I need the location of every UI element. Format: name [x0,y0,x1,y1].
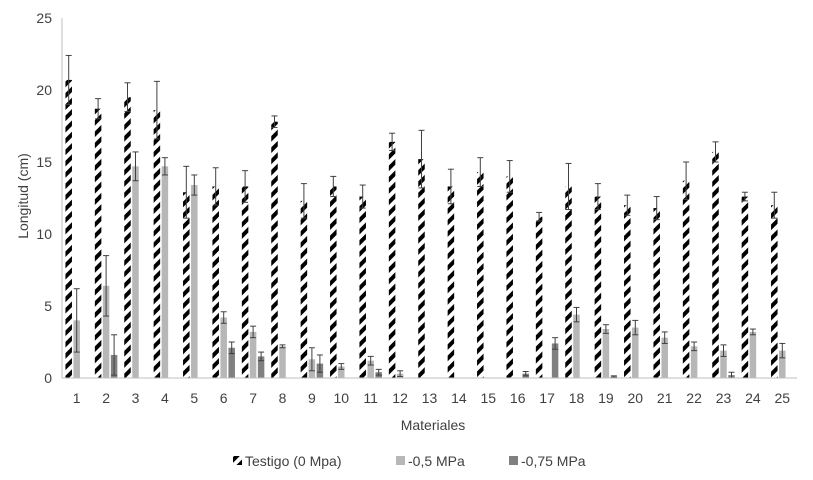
bar [779,350,786,378]
x-tick-label: 2 [102,390,110,406]
bar [132,166,139,378]
x-tick-label: 14 [451,390,467,406]
y-tick-label: 0 [44,370,52,386]
bar [573,314,580,378]
bar [720,350,727,378]
bar [241,186,249,378]
x-tick-label: 16 [510,390,526,406]
x-tick-label: 8 [279,390,287,406]
bar [661,337,668,378]
bar [682,180,690,378]
error-bars-layer [65,54,786,379]
y-tick-label: 10 [36,226,52,242]
bar [506,176,513,378]
bar [300,200,308,378]
y-axis-ticks: 0 5 10 15 20 25 [36,10,52,386]
x-tick-label: 20 [628,390,644,406]
bar [102,285,110,378]
bar [191,185,198,378]
bar [602,329,610,378]
x-axis-title: Materiales [401,417,466,433]
bar [551,343,559,378]
bar [124,97,131,378]
y-tick-label: 15 [36,154,52,170]
x-tick-label: 5 [190,390,198,406]
bar [338,366,345,378]
bar [749,331,757,378]
x-tick-label: 6 [220,390,228,406]
x-tick-label: 15 [481,390,497,406]
x-tick-label: 4 [161,390,169,406]
bar [153,110,161,378]
y-axis-title: Longitud (cm) [15,153,31,239]
x-tick-label: 3 [132,390,140,406]
legend-swatch [509,456,518,465]
bar [94,108,102,378]
legend: Testigo (0 Mpa) -0,5 MPa -0,75 MPa [233,453,586,469]
x-tick-label: 7 [249,390,257,406]
y-tick-label: 5 [44,298,52,314]
bar [624,205,631,378]
x-axis-ticks: 1 2 3 4 5 6 7 8 9 10 11 12 13 14 15 16 17 18 19 20 21 22 23 24 2… [73,390,790,406]
bar [388,141,396,378]
bar [690,346,698,378]
bar [279,346,286,378]
x-tick-label: 17 [539,390,555,406]
bar [367,360,374,378]
bar [330,186,337,378]
x-tick-label: 18 [569,390,585,406]
x-tick-label: 25 [775,390,791,406]
x-tick-label: 1 [73,390,81,406]
bar [771,205,778,378]
x-tick-label: 23 [716,390,732,406]
bar [257,356,265,378]
bar [228,347,235,378]
bar [65,79,72,379]
bar [632,327,639,378]
y-tick-label: 25 [36,10,52,26]
x-tick-label: 22 [686,390,702,406]
bar [712,151,719,378]
bar [220,317,227,378]
legend-label: -0,5 MPa [408,453,465,469]
x-tick-label: 21 [657,390,673,406]
bar [249,331,257,378]
y-tick-label: 20 [36,82,52,98]
bar [161,166,169,378]
x-tick-label: 19 [598,390,614,406]
bar [418,159,425,378]
bar [594,196,602,378]
legend-swatch [396,456,405,465]
bar [447,186,455,378]
bar [653,208,660,378]
bar [477,172,484,378]
bar [359,196,366,378]
bar [271,121,278,379]
bar [535,216,543,378]
x-tick-label: 12 [392,390,408,406]
legend-swatch [233,456,242,465]
bar [212,186,219,378]
legend-label: Testigo (0 Mpa) [245,453,341,469]
bar [183,192,190,378]
legend-label: -0,75 MPa [521,453,586,469]
x-tick-label: 11 [363,390,378,406]
x-tick-label: 13 [422,390,438,406]
bar [565,186,572,378]
bar [741,196,749,378]
x-tick-label: 24 [745,390,761,406]
bars-layer [65,79,786,379]
x-tick-label: 9 [308,390,316,406]
x-tick-label: 10 [334,390,350,406]
